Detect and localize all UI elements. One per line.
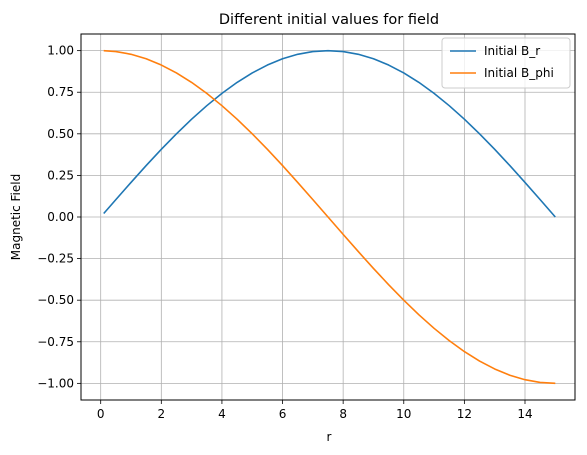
x-tick-label: 12	[457, 407, 472, 421]
legend-label-b-phi: Initial B_phi	[484, 66, 554, 80]
chart-title: Different initial values for field	[219, 12, 439, 28]
legend: Initial B_r Initial B_phi	[442, 38, 570, 88]
y-axis-label: Magnetic Field	[9, 174, 23, 260]
y-tick-label: −0.75	[37, 335, 74, 349]
x-tick-label: 0	[97, 407, 105, 421]
x-tick-label: 10	[396, 407, 411, 421]
y-tick-label: 0.00	[47, 210, 74, 224]
x-tick-label: 2	[157, 407, 165, 421]
y-tick-label: −1.00	[37, 376, 74, 390]
x-tick-label: 8	[339, 407, 347, 421]
y-tick-label: 0.75	[47, 85, 74, 99]
y-tick-label: −0.50	[37, 293, 74, 307]
y-tick-label: −0.25	[37, 252, 74, 266]
x-tick-label: 6	[279, 407, 287, 421]
y-tick-label: 0.50	[47, 127, 74, 141]
y-tick-label: 1.00	[47, 44, 74, 58]
x-tick-label: 14	[517, 407, 532, 421]
x-axis-label: r	[327, 430, 332, 444]
x-tick-label: 4	[218, 407, 226, 421]
legend-label-b-r: Initial B_r	[484, 44, 540, 58]
y-tick-label: 0.25	[47, 168, 74, 182]
